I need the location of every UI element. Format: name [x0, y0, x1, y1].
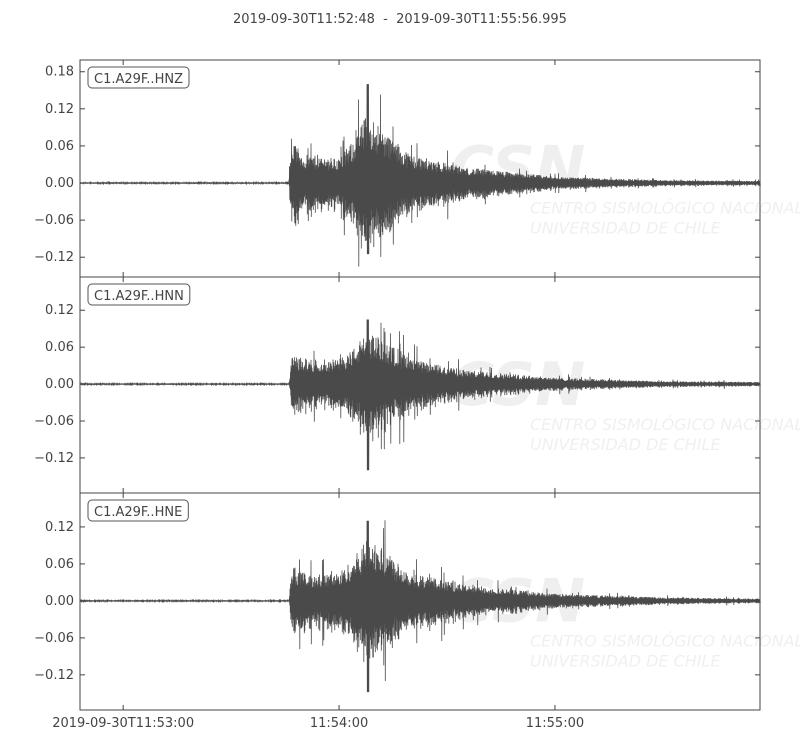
y-tick-label: 0.12 [45, 303, 74, 318]
y-tick-label: 0.00 [45, 594, 74, 609]
y-tick-label: 0.18 [45, 65, 74, 80]
axes-frame [79, 492, 761, 711]
y-tick-label: 0.06 [45, 340, 74, 355]
y-tick-label: −0.12 [34, 668, 74, 683]
y-tick-label: 0.06 [45, 139, 74, 154]
waveform-trace [79, 84, 761, 267]
y-tick-label: 0.12 [45, 102, 74, 117]
x-tick-label: 11:54:00 [310, 716, 368, 731]
y-tick-label: −0.12 [34, 451, 74, 466]
svg-text:UNIVERSIDAD DE CHILE: UNIVERSIDAD DE CHILE [530, 219, 721, 238]
channel-label-box [87, 66, 190, 89]
x-tick-label: 11:55:00 [526, 716, 584, 731]
y-tick-label: −0.06 [34, 213, 74, 228]
waveform-trace [79, 520, 761, 693]
channel-label: C1.A29F..HNZ [94, 72, 183, 87]
chart-title: 2019-09-30T11:52:48 - 2019-09-30T11:55:5… [233, 12, 567, 27]
y-tick-label: 0.00 [45, 176, 74, 191]
channel-label: C1.A29F..HNN [94, 289, 184, 304]
svg-text:UNIVERSIDAD DE CHILE: UNIVERSIDAD DE CHILE [530, 652, 721, 671]
channel-label: C1.A29F..HNE [94, 505, 182, 520]
waveform-trace [79, 319, 761, 471]
y-tick-label: 0.00 [45, 377, 74, 392]
svg-text:CENTRO SISMOLÓGICO NACIONAL: CENTRO SISMOLÓGICO NACIONAL [530, 415, 800, 434]
y-tick-label: −0.12 [34, 250, 74, 265]
y-tick-label: −0.06 [34, 414, 74, 429]
svg-text:CENTRO SISMOLÓGICO NACIONAL: CENTRO SISMOLÓGICO NACIONAL [530, 199, 800, 218]
x-tick-label: 2019-09-30T11:53:00 [52, 716, 194, 731]
y-tick-label: −0.06 [34, 631, 74, 646]
channel-label-box [87, 283, 191, 306]
svg-text:CENTRO SISMOLÓGICO NACIONAL: CENTRO SISMOLÓGICO NACIONAL [530, 632, 800, 651]
channel-label-box [87, 499, 189, 522]
axes-frame [79, 59, 761, 278]
svg-text:UNIVERSIDAD DE CHILE: UNIVERSIDAD DE CHILE [530, 435, 721, 454]
y-tick-label: 0.06 [45, 557, 74, 572]
y-tick-label: 0.12 [45, 520, 74, 535]
